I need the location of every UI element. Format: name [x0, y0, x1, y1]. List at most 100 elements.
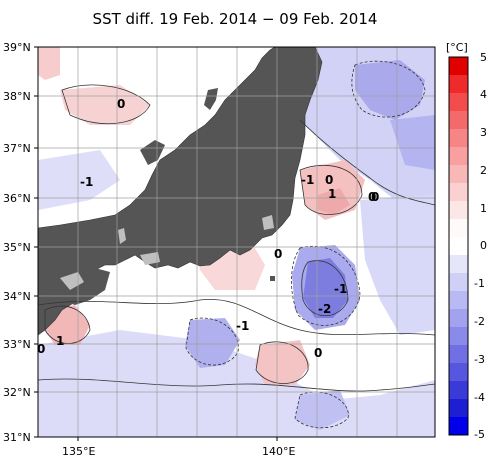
contour-label: -1 [301, 173, 314, 187]
colorbar-seg [449, 255, 468, 273]
lat-label: 34°N [3, 290, 31, 303]
contour-line [294, 391, 349, 429]
colorbar-seg [449, 111, 468, 129]
colorbar: [°C] 5 4 3 2 1 0 -1 -2 -3 -4 -5 [446, 41, 487, 441]
contours [38, 60, 435, 429]
colorbar-seg [449, 93, 468, 111]
lat-label: 39°N [3, 41, 31, 54]
land-sado [204, 88, 218, 110]
contour-label: 0 [274, 247, 282, 261]
contour-label: -1 [236, 319, 249, 333]
colorbar-seg [449, 327, 468, 345]
lake-bay [262, 215, 274, 230]
colorbar-seg [449, 219, 468, 237]
lat-label: 37°N [3, 142, 31, 155]
colorbar-tick: 0 [480, 239, 487, 252]
colorbar-seg [449, 363, 468, 381]
colorbar-unit: [°C] [446, 41, 468, 54]
longitude-labels: 135°E 140°E [62, 445, 295, 458]
colorbar-tick: -5 [474, 428, 485, 441]
cool-core-east [390, 115, 435, 170]
colorbar-seg [449, 381, 468, 399]
contour-line [301, 260, 349, 317]
warm-area-northwest [38, 47, 60, 80]
land-oshima [270, 276, 275, 281]
land-shikoku [38, 260, 60, 290]
lat-label: 33°N [3, 338, 31, 351]
tick-marks [34, 46, 278, 441]
contour-label: -1 [334, 282, 347, 296]
colorbar-seg [449, 237, 468, 255]
contour-line [61, 84, 151, 125]
colorbar-seg [449, 57, 468, 75]
contour-label: 0 [314, 346, 322, 360]
colorbar-seg [449, 165, 468, 183]
colorbar-tick: 3 [480, 126, 487, 139]
contour-label: 1 [328, 187, 336, 201]
lat-label: 31°N [3, 431, 31, 444]
contour-line [255, 341, 309, 384]
cool-core-south [185, 318, 240, 368]
colorbar-seg [449, 309, 468, 327]
colorbar-tick: 1 [480, 202, 487, 215]
contour-line [299, 119, 435, 206]
cool-core-deep [303, 258, 348, 318]
contour-label: 0 [37, 342, 45, 356]
latitude-labels: 39°N 38°N 37°N 36°N 35°N 34°N 33°N 32°N … [3, 41, 31, 444]
contour-label: 0 [368, 190, 376, 204]
lake-inland [140, 252, 160, 265]
colorbar-seg [449, 399, 468, 417]
colorbar-seg [449, 273, 468, 291]
lat-label: 36°N [3, 192, 31, 205]
colorbar-tick: 5 [480, 51, 487, 64]
land-noto [140, 140, 165, 165]
contour-value-labels: 0 -1 -1 0 1 0 0 -1 -2 -1 0 1 0 0 [37, 97, 379, 360]
colorbar-tick: -2 [474, 315, 485, 328]
contour-line [291, 245, 361, 326]
contour-label: -1 [80, 175, 93, 189]
contour-label: 0 [325, 173, 333, 187]
colorbar-seg [449, 147, 468, 165]
anomaly-field [38, 47, 435, 437]
contour-line [38, 378, 435, 392]
colorbar-tick: -1 [474, 277, 485, 290]
cool-area-west [38, 150, 120, 210]
colorbar-tick: -3 [474, 353, 485, 366]
map-frame [37, 46, 436, 438]
lake-biwa [118, 228, 126, 244]
lat-label: 38°N [3, 90, 31, 103]
cool-area-east [360, 195, 435, 335]
colorbar-seg [449, 183, 468, 201]
colorbar-seg [449, 345, 468, 363]
colorbar-seg [449, 75, 468, 93]
warm-core-east [318, 188, 350, 215]
land-honshu [38, 47, 323, 336]
contour-line [299, 164, 363, 215]
lat-label: 32°N [3, 386, 31, 399]
cool-patch-south2 [295, 390, 350, 430]
map-title: SST diff. 19 Feb. 2014 − 09 Feb. 2014 [92, 10, 378, 28]
contour-label: -2 [318, 302, 331, 316]
warm-area-south [255, 340, 310, 385]
cool-core-northeast [355, 60, 425, 120]
contour-line [351, 60, 426, 118]
colorbar-frame [448, 56, 469, 436]
contour-label: 0 [117, 97, 125, 111]
contour-label: 1 [56, 334, 64, 348]
colorbar-seg [449, 129, 468, 147]
colorbar-seg [449, 417, 468, 435]
contour-label: 0 [371, 190, 379, 204]
lon-label: 140°E [262, 445, 295, 458]
warm-area-north [60, 85, 150, 125]
colorbar-tick: -4 [474, 391, 485, 404]
lat-label: 35°N [3, 241, 31, 254]
colorbar-tick: 4 [480, 88, 487, 101]
colorbar-tick: 2 [480, 164, 487, 177]
colorbar-seg [449, 201, 468, 219]
colorbar-seg [449, 291, 468, 309]
contour-line [185, 317, 239, 366]
contour-line [44, 305, 91, 344]
lon-label: 135°E [62, 445, 95, 458]
contour-line [38, 298, 435, 336]
